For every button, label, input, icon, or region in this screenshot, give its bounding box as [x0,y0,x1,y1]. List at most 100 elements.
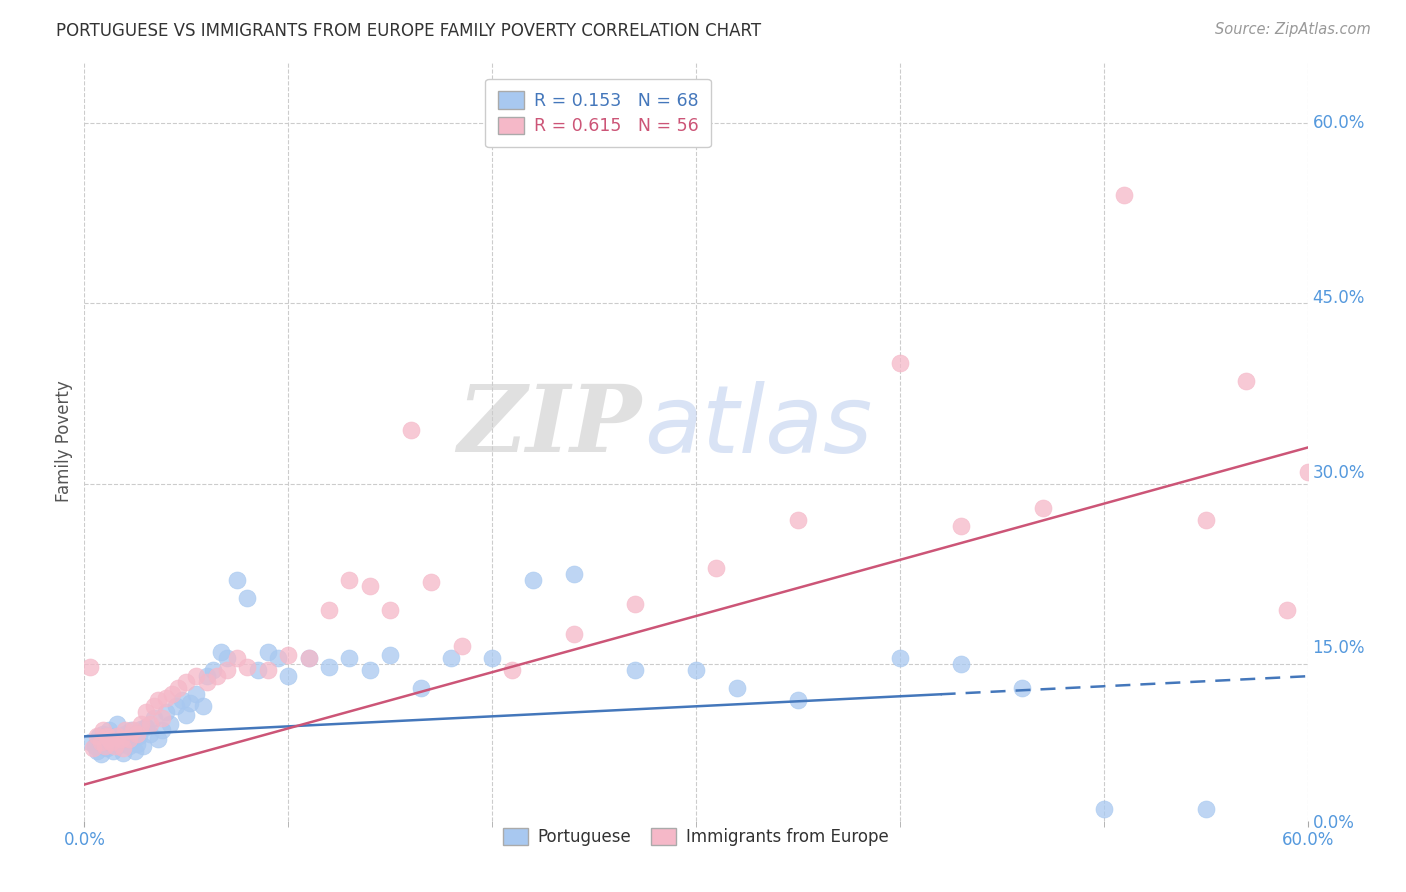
Point [101,744,124,758]
Text: atlas: atlas [644,381,873,472]
Point [246,663,269,677]
Point [104,739,127,753]
Point [1114,187,1136,202]
Point [179,696,201,710]
Point [1092,802,1115,816]
Point [112,746,135,760]
Point [399,423,422,437]
Point [82,741,104,756]
Point [685,663,707,677]
Point [155,690,177,705]
Point [562,627,585,641]
Point [1011,681,1033,696]
Point [1195,802,1218,816]
Point [1277,603,1299,617]
Point [195,675,218,690]
Text: PORTUGUESE VS IMMIGRANTS FROM EUROPE FAMILY POVERTY CORRELATION CHART: PORTUGUESE VS IMMIGRANTS FROM EUROPE FAM… [56,22,762,40]
Point [267,651,290,665]
Point [209,645,232,659]
Point [150,711,173,725]
Text: ZIP: ZIP [457,382,641,471]
Legend: Portuguese, Immigrants from Europe: Portuguese, Immigrants from Europe [495,819,897,854]
Point [706,561,728,575]
Point [132,739,155,753]
Point [115,734,138,748]
Point [950,657,973,672]
Point [124,744,146,758]
Point [318,603,340,617]
Point [172,693,194,707]
Point [298,651,321,665]
Point [93,739,115,753]
Point [142,699,165,714]
Point [122,723,145,738]
Point [96,741,118,756]
Point [236,659,259,673]
Point [217,663,239,677]
Point [138,727,160,741]
Point [257,645,280,659]
Point [420,575,443,590]
Point [195,669,218,683]
Point [79,659,101,673]
Point [277,648,299,662]
Point [120,723,142,738]
Point [127,727,149,741]
Point [110,731,132,746]
Point [1296,465,1319,479]
Point [277,669,299,683]
Text: Source: ZipAtlas.com: Source: ZipAtlas.com [1215,22,1371,37]
Point [118,739,141,753]
Point [93,731,115,746]
Point [889,651,911,665]
Point [86,730,108,744]
Point [359,663,381,677]
Point [104,730,127,744]
Point [118,731,141,746]
Point [522,573,544,587]
Point [380,648,402,662]
Point [91,723,114,738]
Point [114,723,136,738]
Point [562,566,585,581]
Point [108,738,131,752]
Point [359,579,381,593]
Point [380,603,402,617]
Point [787,693,810,707]
Point [131,717,153,731]
Point [1236,375,1258,389]
Point [624,597,647,611]
Point [105,730,128,744]
Point [787,513,810,527]
Point [450,639,472,653]
Point [298,651,321,665]
Point [105,717,128,731]
Point [90,747,112,762]
Point [110,731,132,746]
Point [87,730,110,744]
Point [135,706,157,720]
Point [160,687,183,701]
Point [174,707,197,722]
Point [128,730,150,744]
Point [186,669,208,683]
Point [236,591,259,605]
Point [174,675,197,690]
Point [142,711,165,725]
Point [950,518,973,533]
Point [112,741,135,756]
Point [226,573,249,587]
Point [155,706,177,720]
Point [127,737,149,751]
Point [86,744,108,758]
Point [191,699,214,714]
Point [135,720,157,734]
Point [725,681,748,696]
Point [205,669,228,683]
Point [889,356,911,370]
Point [97,723,120,738]
Point [440,651,463,665]
Point [97,731,120,746]
Point [165,699,187,714]
Point [131,722,153,736]
